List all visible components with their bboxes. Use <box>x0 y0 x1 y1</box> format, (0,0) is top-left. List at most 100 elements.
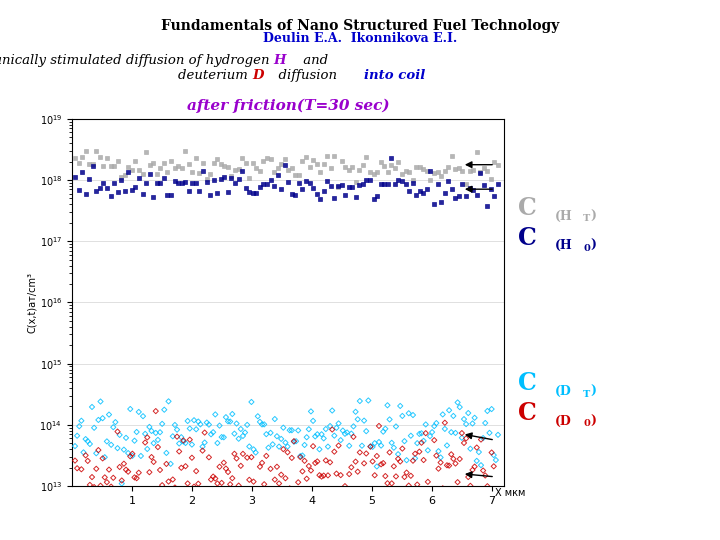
Point <box>386 479 397 488</box>
Point <box>284 426 295 435</box>
Point <box>158 493 170 502</box>
Point <box>410 163 422 171</box>
Point <box>82 437 94 445</box>
Point <box>101 478 112 487</box>
Point <box>322 177 333 185</box>
Point <box>229 178 240 187</box>
Point <box>231 454 243 463</box>
Point <box>148 439 159 448</box>
Point <box>489 158 500 167</box>
Point <box>127 451 138 460</box>
Point <box>135 505 147 514</box>
Point <box>310 432 321 441</box>
Point <box>456 429 467 437</box>
Point <box>158 159 170 167</box>
Point <box>246 397 257 406</box>
Point <box>118 460 130 468</box>
Point <box>460 192 472 200</box>
Point <box>460 180 472 188</box>
Point <box>449 164 461 173</box>
Point <box>276 435 287 443</box>
Point <box>120 465 132 474</box>
Point <box>446 185 457 193</box>
Point <box>122 163 134 171</box>
Point <box>250 448 261 457</box>
Point <box>333 183 344 191</box>
Point <box>435 458 446 467</box>
Point <box>105 192 117 200</box>
Point <box>292 426 304 435</box>
Point <box>222 417 234 426</box>
Point <box>122 449 134 457</box>
Point <box>150 429 161 437</box>
Point <box>343 183 354 191</box>
Point <box>137 169 148 178</box>
Point <box>154 465 166 474</box>
Point <box>450 459 462 468</box>
Point <box>87 161 99 170</box>
Point <box>304 163 315 172</box>
Point <box>492 430 504 439</box>
Point <box>315 167 326 176</box>
Point <box>301 433 312 442</box>
Point <box>418 436 429 445</box>
Point <box>208 176 220 185</box>
Point <box>485 175 497 184</box>
Point <box>361 153 372 161</box>
Point <box>201 177 212 186</box>
Point <box>444 461 455 470</box>
Text: Deulin E.A.  Ikonnikova E.I.: Deulin E.A. Ikonnikova E.I. <box>263 32 457 45</box>
Point <box>93 416 104 424</box>
Point <box>225 480 236 489</box>
Point <box>482 482 493 490</box>
Point <box>235 424 246 433</box>
Point <box>233 481 244 490</box>
Point <box>407 176 418 184</box>
Point <box>441 461 453 470</box>
Point <box>293 171 305 180</box>
Point <box>322 152 333 160</box>
Point <box>277 423 289 432</box>
Point <box>254 417 266 426</box>
Point <box>425 167 436 176</box>
Point <box>256 420 268 429</box>
Point <box>373 438 384 447</box>
Point <box>99 453 110 462</box>
Point <box>116 480 127 488</box>
Point <box>201 489 212 498</box>
Point <box>229 429 240 438</box>
Point <box>84 159 95 168</box>
Point <box>290 509 302 517</box>
Point <box>375 180 387 188</box>
Point <box>484 429 495 437</box>
Point <box>392 157 404 166</box>
Point <box>435 453 446 462</box>
Point <box>197 447 208 455</box>
Point <box>112 427 123 436</box>
Point <box>480 418 491 427</box>
Point <box>215 175 227 184</box>
Point <box>379 472 391 481</box>
Point <box>473 448 485 456</box>
Point <box>125 404 136 413</box>
Point <box>248 477 259 486</box>
Point <box>210 410 221 418</box>
Point <box>388 443 400 452</box>
Point <box>305 466 317 475</box>
Point <box>130 183 141 191</box>
Point <box>377 427 389 436</box>
Point <box>484 494 495 502</box>
Text: T: T <box>583 390 590 399</box>
Point <box>346 463 357 471</box>
Point <box>162 190 174 199</box>
Point <box>219 161 230 170</box>
Point <box>350 178 361 187</box>
Point <box>129 436 140 445</box>
Point <box>95 397 107 406</box>
Point <box>453 191 464 200</box>
Point <box>401 456 413 464</box>
Point <box>346 429 357 438</box>
Point <box>71 464 83 472</box>
Point <box>71 431 83 440</box>
Point <box>114 463 125 471</box>
